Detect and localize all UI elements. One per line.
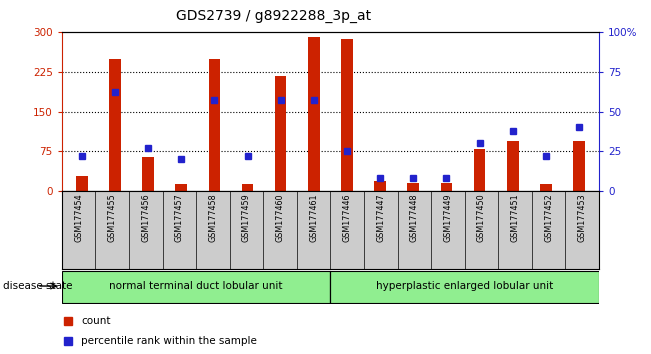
Bar xyxy=(331,271,599,303)
Text: GSM177459: GSM177459 xyxy=(242,194,251,242)
Text: GSM177449: GSM177449 xyxy=(443,194,452,242)
Bar xyxy=(374,181,386,191)
Text: GDS2739 / g8922288_3p_at: GDS2739 / g8922288_3p_at xyxy=(176,9,371,23)
Bar xyxy=(408,183,419,191)
Bar xyxy=(275,76,286,191)
Bar xyxy=(507,141,519,191)
Text: GSM177447: GSM177447 xyxy=(376,194,385,242)
Bar xyxy=(474,149,486,191)
Text: GSM177450: GSM177450 xyxy=(477,194,486,242)
Bar xyxy=(540,184,551,191)
Bar xyxy=(175,184,187,191)
Text: GSM177460: GSM177460 xyxy=(275,194,284,242)
Text: GSM177448: GSM177448 xyxy=(409,194,419,242)
Text: GSM177451: GSM177451 xyxy=(510,194,519,242)
Bar xyxy=(208,59,220,191)
Text: GSM177456: GSM177456 xyxy=(141,194,150,242)
Text: GSM177453: GSM177453 xyxy=(577,194,587,242)
Text: GSM177457: GSM177457 xyxy=(175,194,184,242)
Bar xyxy=(341,39,353,191)
Text: GSM177458: GSM177458 xyxy=(208,194,217,242)
Text: GSM177452: GSM177452 xyxy=(544,194,553,242)
Bar xyxy=(242,184,253,191)
Text: disease state: disease state xyxy=(3,281,73,291)
Text: percentile rank within the sample: percentile rank within the sample xyxy=(81,336,257,346)
Bar xyxy=(109,59,120,191)
Bar xyxy=(574,141,585,191)
Bar xyxy=(308,37,320,191)
Bar xyxy=(76,176,87,191)
Text: hyperplastic enlarged lobular unit: hyperplastic enlarged lobular unit xyxy=(376,281,553,291)
Text: GSM177455: GSM177455 xyxy=(107,194,117,242)
Text: GSM177454: GSM177454 xyxy=(74,194,83,242)
Bar xyxy=(142,156,154,191)
Bar xyxy=(441,183,452,191)
Text: normal terminal duct lobular unit: normal terminal duct lobular unit xyxy=(109,281,283,291)
Bar xyxy=(62,271,331,303)
Text: GSM177446: GSM177446 xyxy=(342,194,352,242)
Text: count: count xyxy=(81,316,111,326)
Text: GSM177461: GSM177461 xyxy=(309,194,318,242)
